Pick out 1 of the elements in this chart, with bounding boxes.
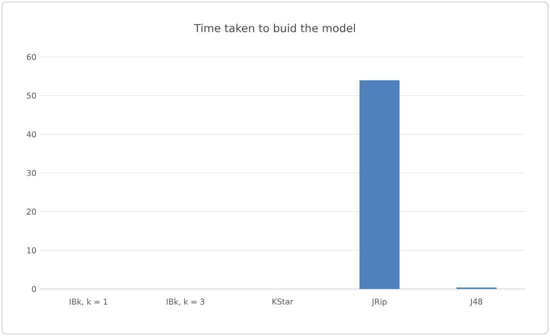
chart-title: Time taken to buid the model (194, 24, 355, 32)
